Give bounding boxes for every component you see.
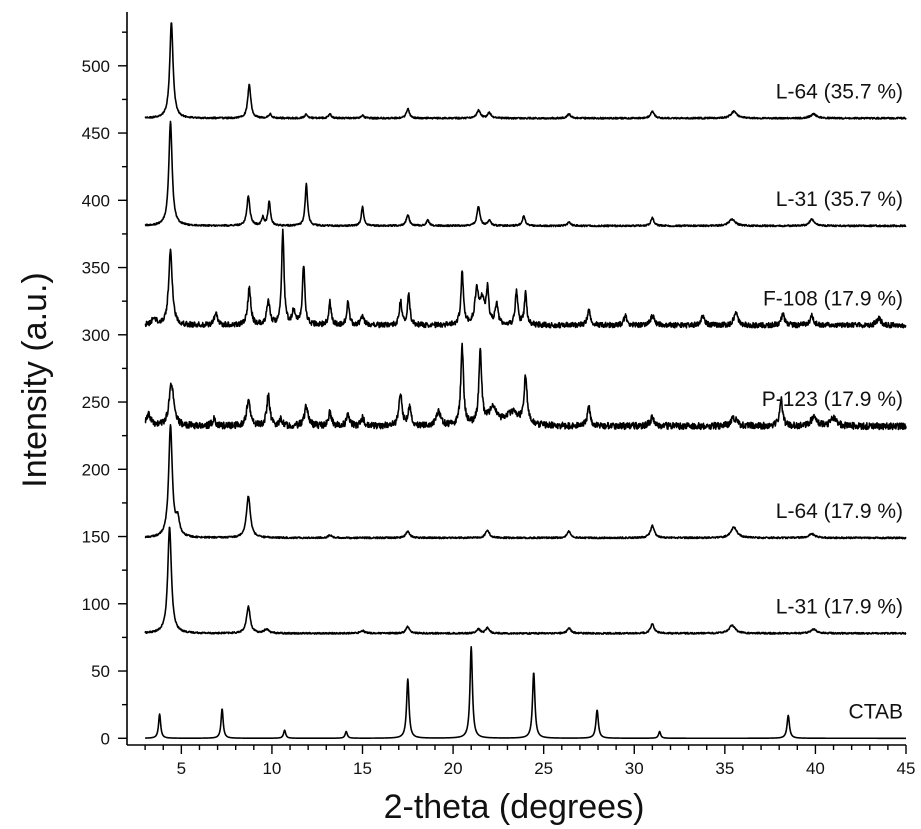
y-tick-label: 300 [82, 326, 110, 345]
series-line-1 [144, 526, 907, 635]
x-tick-label: 10 [262, 759, 281, 778]
series-labels: CTAB L-31 (17.9 %) L-64 (17.9 %) P-123 (17.… [762, 80, 903, 723]
series-label-5: L-31 (35.7 %) [776, 188, 903, 211]
series-label-4: F-108 (17.9 %) [763, 287, 903, 310]
y-tick-label: 150 [82, 528, 110, 547]
series-line-4 [144, 228, 907, 329]
plot-lines [144, 22, 907, 740]
x-tick-label: 25 [534, 759, 553, 778]
x-axis-title: 2-theta (degrees) [384, 788, 645, 826]
series-label-1: L-31 (17.9 %) [776, 595, 903, 618]
series-label-2: L-64 (17.9 %) [776, 500, 903, 523]
x-tick-label: 40 [806, 759, 825, 778]
y-tick-label: 100 [82, 595, 110, 614]
x-tick-label: 15 [353, 759, 372, 778]
axes [126, 12, 906, 746]
y-axis-title: Intensity (a.u.) [16, 272, 54, 487]
series-label-3: P-123 (17.9 %) [762, 388, 903, 411]
x-tick-label: 45 [897, 759, 916, 778]
series-line-3 [144, 342, 907, 431]
series-label-0: CTAB [849, 700, 903, 723]
y-tick-label: 50 [91, 662, 110, 681]
series-line-2 [144, 424, 907, 540]
series-line-0 [144, 645, 907, 740]
series-line-5 [144, 120, 907, 228]
y-tick-label: 200 [82, 460, 110, 479]
x-tick-label: 30 [625, 759, 644, 778]
y-tick-label: 450 [82, 124, 110, 143]
x-tick-label: 20 [444, 759, 463, 778]
y-tick-label: 0 [101, 729, 110, 748]
y-tick-label: 350 [82, 259, 110, 278]
x-tick-label: 35 [715, 759, 734, 778]
series-line-6 [144, 22, 907, 120]
y-tick-label: 500 [82, 57, 110, 76]
series-label-6: L-64 (35.7 %) [776, 80, 903, 103]
x-tick-label: 5 [177, 759, 186, 778]
ticks: 5 10 15 20 25 30 35 40 4505010015020025030035040… [82, 31, 916, 778]
y-tick-label: 250 [82, 393, 110, 412]
y-tick-label: 400 [82, 191, 110, 210]
